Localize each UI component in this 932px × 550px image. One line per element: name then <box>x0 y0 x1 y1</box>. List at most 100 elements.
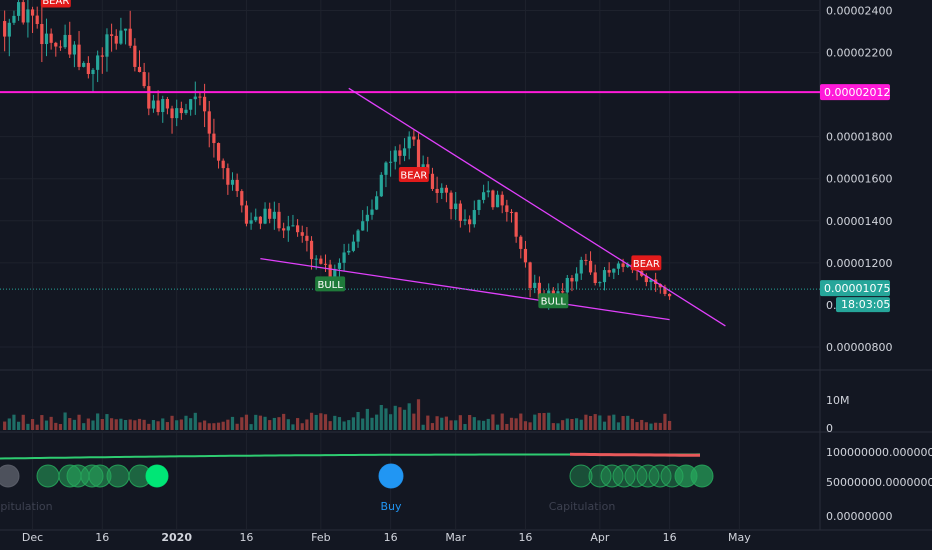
volume-bar <box>519 413 523 430</box>
volume-bar <box>523 421 528 430</box>
volume-bar <box>207 423 211 430</box>
volume-bar <box>421 424 425 430</box>
volume-bar <box>151 420 156 430</box>
candle-body <box>616 263 621 269</box>
trend-lines[interactable] <box>0 87 820 327</box>
volume-bar <box>630 418 634 430</box>
volume-bar <box>147 423 151 430</box>
candle-body <box>91 69 95 75</box>
volume-bar <box>309 412 314 430</box>
candle-body <box>300 232 304 236</box>
volume-bar <box>607 415 611 430</box>
volume-bar <box>640 419 644 430</box>
volume-bar <box>649 423 653 430</box>
volume-bar <box>365 408 369 430</box>
volume-bar <box>268 420 272 430</box>
bull-signal-label <box>315 276 346 292</box>
candle-body <box>365 214 369 222</box>
volume-bar <box>30 419 35 430</box>
candle-body <box>147 86 151 109</box>
candle-body <box>416 139 421 168</box>
candle-body <box>472 210 476 225</box>
volume-bar <box>3 421 7 430</box>
candle-body <box>123 28 128 31</box>
current-price-label: 0.00001075 <box>824 282 890 295</box>
candle-body <box>184 109 188 114</box>
candle-body <box>30 9 35 16</box>
candle-body <box>519 236 523 249</box>
candle-body <box>68 34 72 55</box>
candle-body <box>319 258 323 264</box>
candle-body <box>114 35 118 44</box>
candle-body <box>505 205 509 212</box>
time-tick-label: Apr <box>590 531 610 544</box>
volume-bar <box>96 413 100 430</box>
volume-bar <box>584 414 588 430</box>
candle-body <box>263 208 267 224</box>
candle-body <box>658 284 662 288</box>
candle-body <box>379 174 383 197</box>
candle-body <box>626 264 630 267</box>
volume-bar <box>161 418 165 430</box>
volume-bar <box>86 418 90 430</box>
candle-body <box>35 15 39 25</box>
volume-bar <box>175 420 179 430</box>
signal-circle <box>0 464 20 488</box>
price-tick-label: 0.00002200 <box>826 47 892 60</box>
volume-bar <box>35 424 39 430</box>
volume-bar <box>58 424 63 430</box>
candle-body <box>458 203 462 221</box>
volume-bar <box>44 420 49 430</box>
signal-circle <box>624 464 648 488</box>
time-tick-label: Mar <box>445 531 466 544</box>
upper-trendline[interactable] <box>348 87 726 327</box>
volume-bar <box>570 418 574 430</box>
capitulation-label: Capitulation <box>0 500 53 513</box>
candle-body <box>668 293 672 297</box>
candle-body <box>482 192 486 200</box>
volume-bar <box>514 418 518 430</box>
volume-bar <box>128 419 132 430</box>
volume-bar <box>579 419 583 430</box>
candle-body <box>593 272 597 284</box>
volume-bar <box>561 420 565 430</box>
oscillator-line-red <box>569 452 700 457</box>
bull-signal-label <box>538 293 569 309</box>
candle-body <box>137 66 142 73</box>
oscillator-pane: Buy Capitulation Capitulation <box>0 452 714 513</box>
time-tick-label: 16 <box>95 531 109 544</box>
candle-body <box>347 250 351 253</box>
candle-body <box>100 55 104 57</box>
candle-body <box>570 277 574 282</box>
candle-body <box>398 150 402 156</box>
candle-body <box>282 228 286 231</box>
candle-body <box>230 179 235 185</box>
volume-bar <box>398 407 402 430</box>
candle-body <box>491 190 495 208</box>
volume-bar <box>440 417 444 430</box>
candle-body <box>110 34 114 36</box>
volume-bar <box>426 415 430 430</box>
volume-bar <box>226 419 230 430</box>
signal-circle <box>145 464 169 488</box>
volume-bar <box>258 415 262 430</box>
candle-body <box>430 173 435 189</box>
volume-bar <box>551 423 555 430</box>
volume-bar <box>342 421 346 430</box>
volume-bar <box>384 408 388 430</box>
signal-label-text: BULL <box>317 280 343 291</box>
buy-signal-label: Buy <box>380 500 402 513</box>
volume-bar <box>402 409 407 430</box>
candle-body <box>588 260 593 273</box>
volume-bar <box>254 414 258 430</box>
candle-body <box>528 262 532 288</box>
volume-bar <box>249 424 253 430</box>
candle-body <box>49 33 53 43</box>
volume-bar <box>63 412 67 430</box>
countdown-label: 18:03:05 <box>841 298 890 311</box>
time-tick-label: 16 <box>384 531 398 544</box>
bear-signal-label <box>398 167 429 183</box>
volume-bar <box>12 414 16 430</box>
volume-bar <box>142 419 146 430</box>
